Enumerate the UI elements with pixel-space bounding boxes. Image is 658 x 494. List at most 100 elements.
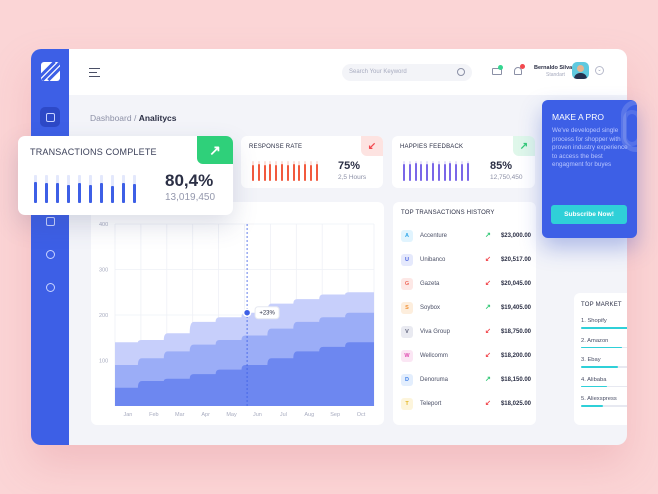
arrow-down-icon: ↙ [485, 400, 491, 407]
feedback-card: HAPPIES FEEDBACK ↗ 85% 12,750,450 [392, 136, 535, 188]
market-item[interactable]: 1. Shopify [581, 318, 627, 329]
transaction-amount: $20,045.00 [500, 281, 531, 287]
menu-icon[interactable] [89, 68, 100, 80]
subscribe-button[interactable]: Subscribe Now! [551, 205, 627, 224]
chevron-down-icon[interactable]: ⌄ [595, 66, 604, 75]
arrow-up-icon: ↗ [209, 141, 221, 158]
market-label: 2. Amazon [581, 337, 609, 344]
history-row[interactable]: V Viva Group ↙ $18,750.00 [401, 326, 531, 339]
bar [34, 175, 37, 203]
response-rate-card: RESPONSE RATE ↙ 75% 2,5 Hours [241, 136, 383, 188]
x-tick-label: Jun [253, 412, 262, 418]
sidebar-item-settings[interactable] [40, 277, 60, 297]
trend-badge: ↗ [197, 136, 233, 164]
marker-dot [242, 308, 252, 317]
transaction-amount: $18,150.00 [500, 377, 531, 383]
bar [414, 161, 417, 181]
mail-icon[interactable] [492, 68, 502, 75]
promo-title: MAKE A PRO [552, 112, 604, 122]
x-tick-label: Sep [330, 412, 340, 418]
bar [263, 161, 266, 181]
market-progress [581, 327, 627, 329]
bar [455, 161, 458, 181]
market-label: 1. Shopify [581, 318, 607, 324]
company-name: Wellcomm [420, 353, 448, 359]
sidebar-item-security[interactable] [40, 244, 60, 264]
bar [89, 175, 92, 203]
company-name: Denoruma [420, 377, 449, 383]
company-name: Viva Group [420, 329, 450, 335]
sidebar-item-dashboard[interactable] [40, 107, 60, 127]
market-item[interactable]: 5. Aliexspress [581, 396, 627, 407]
bar [426, 161, 429, 181]
bar [298, 161, 301, 181]
bar [466, 161, 469, 181]
history-row[interactable]: T Teleport ↙ $18,025.00 [401, 398, 531, 411]
promo-decoration [621, 100, 637, 152]
feedback-bars [403, 161, 473, 181]
bar [275, 161, 278, 181]
transaction-amount: $20,517.00 [500, 257, 531, 263]
company-avatar: V [401, 326, 413, 338]
marker-tooltip [254, 306, 280, 320]
company-name: Unibanco [420, 257, 446, 263]
top-market-card: TOP MARKET 1. Shopify 2. Amazon 3. Ebay 4. … [574, 293, 627, 425]
history-row[interactable]: U Unibanco ↙ $20,517.00 [401, 254, 531, 267]
breadcrumb: Dashboard / Analitycs [90, 113, 177, 123]
target-icon [45, 282, 55, 292]
company-avatar: S [401, 302, 413, 314]
bar [78, 175, 81, 203]
market-item[interactable]: 2. Amazon [581, 337, 627, 349]
transaction-amount: $18,200.00 [500, 353, 531, 359]
search-input[interactable]: Search Your Keyword [342, 64, 472, 81]
x-tick-label: Feb [149, 412, 158, 418]
history-row[interactable]: S Soybox ↗ $19,405.00 [401, 302, 531, 315]
card-title: HAPPIES FEEDBACK [400, 144, 464, 150]
card-title: RESPONSE RATE [249, 144, 303, 150]
sidebar-item-documents[interactable] [40, 211, 60, 231]
document-icon [45, 216, 55, 226]
app-window: Search Your Keyword Bernaldo Silva Stand… [31, 49, 627, 445]
bar [443, 161, 446, 181]
bar [257, 161, 260, 181]
company-avatar: G [401, 278, 413, 290]
company-avatar: W [401, 350, 413, 362]
grid-icon [45, 112, 55, 122]
transaction-bars [34, 175, 144, 203]
user-name: Bernaldo Silva [534, 65, 573, 71]
history-row[interactable]: W Wellcomm ↙ $18,200.00 [401, 350, 531, 363]
bar [100, 175, 103, 203]
search-icon[interactable] [457, 68, 465, 76]
bar [420, 161, 423, 181]
arrow-down-icon: ↙ [485, 280, 491, 287]
history-row[interactable]: G Gazeta ↙ $20,045.00 [401, 278, 531, 291]
bell-icon[interactable] [514, 67, 522, 75]
arrow-down-icon: ↙ [367, 140, 377, 152]
transaction-amount: $23,000.00 [500, 233, 531, 239]
avatar[interactable] [572, 62, 589, 79]
x-tick-label: Jan [124, 412, 133, 418]
bar [252, 161, 254, 181]
breadcrumb-root[interactable]: Dashboard [90, 113, 132, 123]
bar [280, 161, 283, 181]
mail-badge [498, 65, 503, 70]
user-role: Standart [546, 72, 565, 78]
company-avatar: D [401, 374, 413, 386]
x-tick-label: Oct [357, 412, 366, 418]
market-label: 3. Ebay [581, 357, 601, 363]
bar [133, 175, 136, 203]
response-sub: 2,5 Hours [338, 174, 367, 181]
bar [449, 161, 452, 181]
bar [437, 161, 440, 181]
history-row[interactable]: A Accenture ↗ $23,000.00 [401, 230, 531, 243]
card-title: TRANSACTIONS COMPLETE [30, 147, 157, 157]
market-item[interactable]: 4. Alibaba [581, 377, 627, 388]
response-bars [252, 161, 322, 181]
x-tick-label: Jul [280, 412, 287, 418]
logo-icon[interactable] [41, 62, 60, 81]
arrow-up-icon: ↗ [485, 304, 491, 311]
feedback-sub: 12,750,450 [490, 174, 523, 181]
market-item[interactable]: 3. Ebay [581, 357, 627, 368]
area-chart: 100 200 300 400 Jan Feb Mar Apr May Jun Jul Aug Sep O… [99, 222, 375, 418]
history-row[interactable]: D Denoruma ↗ $18,150.00 [401, 374, 531, 387]
